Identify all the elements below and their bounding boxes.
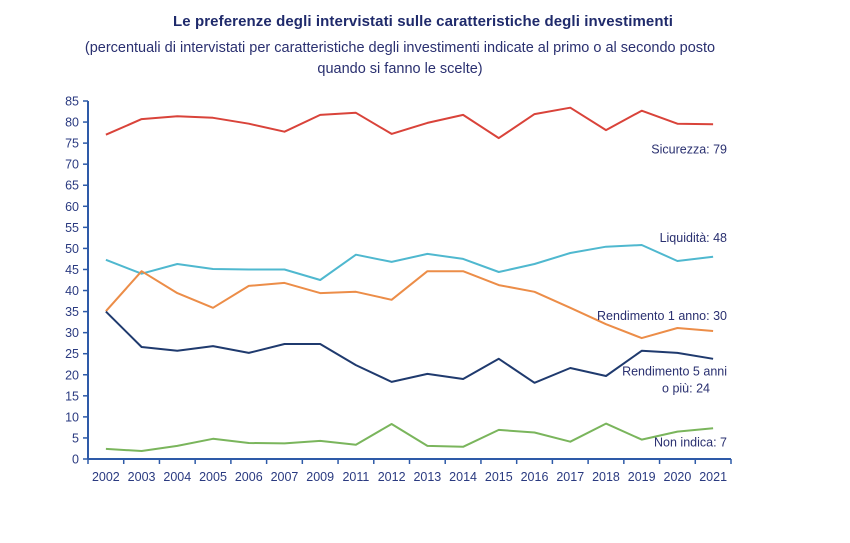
y-tick-label: 0 (72, 453, 79, 467)
series-label: Rendimento 5 anni (622, 365, 727, 379)
series-lines (105, 106, 714, 452)
subtitle-line-1: (percentuali di intervistati per caratte… (84, 40, 716, 56)
y-tick-label: 45 (65, 263, 79, 277)
x-tick-label: 2017 (556, 470, 584, 484)
y-tick-label: 55 (65, 221, 79, 235)
y-tick-label: 20 (65, 368, 79, 382)
y-tick-label: 5 (72, 431, 79, 445)
y-tick-label: 40 (65, 284, 79, 298)
x-tick-label: 2009 (306, 470, 334, 484)
y-tick-label: 50 (65, 242, 79, 256)
y-tick-label: 10 (65, 410, 79, 424)
y-tick-label: 25 (65, 347, 79, 361)
y-tick-label: 30 (65, 326, 79, 340)
x-tick-label: 2020 (664, 470, 692, 484)
chart-subtitle: (percentuali di intervistati per caratte… (30, 38, 770, 80)
y-tick-label: 70 (65, 158, 79, 172)
series-label: o più: 24 (662, 382, 710, 396)
x-tick-label: 2018 (592, 470, 620, 484)
x-tick-label: 2015 (485, 470, 513, 484)
x-tick-label: 2021 (699, 470, 727, 484)
series-line-liquidita (105, 244, 714, 281)
series-line-rendimento-1-anno (105, 270, 714, 340)
x-tick-label: 2002 (92, 470, 120, 484)
x-tick-label: 2013 (413, 470, 441, 484)
series-labels: Sicurezza: 79 Liquidità: 48 Rendimento 1 a… (597, 143, 727, 450)
series-line-rendimento-5-anni-o-piu (105, 310, 714, 384)
y-tick-label: 65 (65, 179, 79, 193)
x-tick-label: 2019 (628, 470, 656, 484)
series-label: Sicurezza: 79 (651, 143, 727, 157)
series-label: Liquidità: 48 (660, 231, 727, 245)
x-tick-label: 2006 (235, 470, 263, 484)
y-tick-label: 80 (65, 116, 79, 130)
axes: 0 5 10 15 20 25 30 35 40 45 50 55 60 65 70 75 80 85 2002 20… (65, 95, 732, 484)
x-tick-label: 2016 (521, 470, 549, 484)
series-label: Rendimento 1 anno: 30 (597, 309, 727, 323)
x-tick-label: 2007 (271, 470, 299, 484)
x-tick-label: 2003 (128, 470, 156, 484)
series-line-non-indica (105, 422, 714, 452)
y-tick-label: 60 (65, 200, 79, 214)
x-tick-label: 2011 (342, 470, 369, 484)
series-line-sicurezza (105, 106, 714, 140)
x-tick-label: 2004 (163, 470, 191, 484)
y-tick-label: 85 (65, 95, 79, 109)
subtitle-line-2: quando si fanno le scelte) (317, 61, 483, 77)
chart-title: Le preferenze degli intervistati sulle c… (173, 13, 673, 30)
y-tick-label: 75 (65, 137, 79, 151)
y-tick-label: 15 (65, 389, 79, 403)
series-label: Non indica: 7 (654, 435, 727, 449)
x-tick-label: 2014 (449, 470, 477, 484)
x-tick-label: 2005 (199, 470, 227, 484)
x-tick-label: 2012 (378, 470, 406, 484)
y-tick-label: 35 (65, 305, 79, 319)
